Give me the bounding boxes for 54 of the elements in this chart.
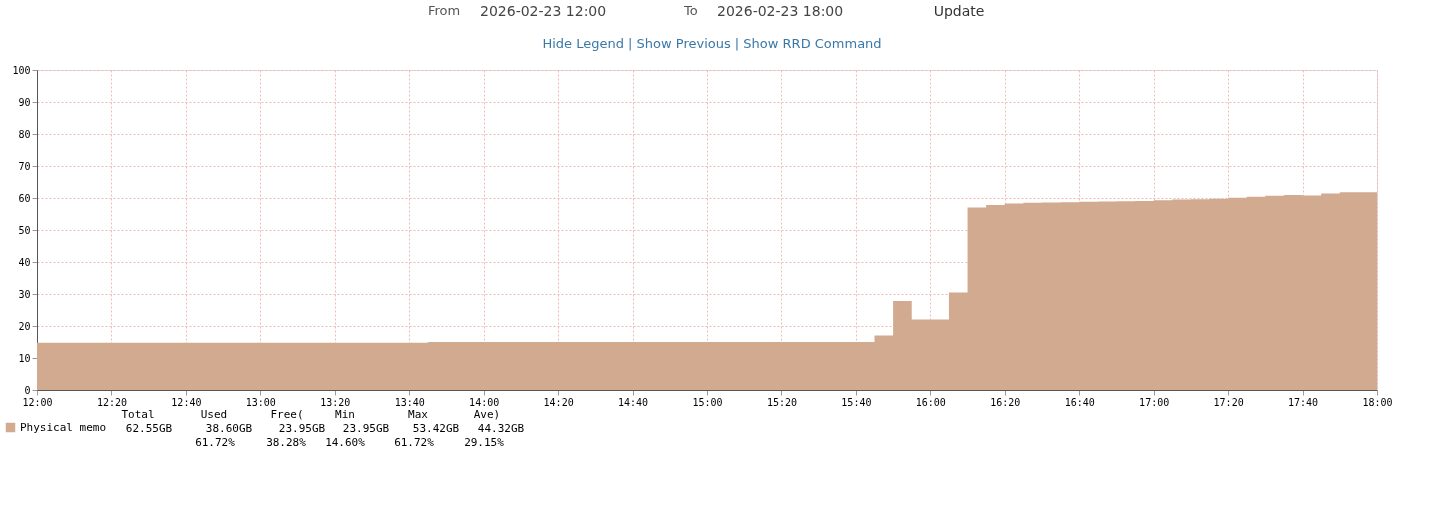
x-tick-label: 14:20 (543, 396, 574, 408)
text: Total (121, 408, 155, 421)
y-tick-label: 0 (24, 384, 31, 396)
x-tick-label: 13:00 (245, 396, 276, 408)
x-tick-label: 15:20 (766, 396, 797, 408)
text: 2026-02-23 12:00 (480, 3, 607, 19)
text: 61.72% (195, 436, 236, 449)
y-tick-label: 40 (18, 256, 31, 268)
text: Max (408, 408, 429, 421)
x-tick-label: 16:20 (990, 396, 1021, 408)
text: 62.55GB (125, 422, 173, 435)
y-tick-label: 60 (18, 192, 31, 204)
text: 38.28% (266, 436, 307, 449)
text: 2026-02-23 18:00 (717, 3, 844, 19)
x-tick-label: 16:00 (915, 396, 946, 408)
x-tick-label: 14:00 (469, 396, 500, 408)
y-tick-label: 80 (18, 128, 31, 140)
y-tick-label: 100 (12, 64, 31, 76)
x-tick-label: 15:40 (841, 396, 872, 408)
text: Update (933, 3, 985, 19)
text: Ave) (473, 408, 501, 421)
x-tick-label: 13:20 (320, 396, 351, 408)
y-tick-label: 20 (18, 320, 31, 332)
text: 23.95GB (342, 422, 390, 435)
text: 53.42GB (412, 422, 460, 435)
text: 44.32GB (477, 422, 525, 435)
y-tick-label: 90 (18, 96, 31, 108)
text: 29.15% (464, 436, 505, 449)
x-tick-label: 13:40 (394, 396, 425, 408)
text: 14.60% (325, 436, 366, 449)
text: Used (200, 408, 228, 421)
x-tick-label: 17:00 (1139, 396, 1170, 408)
x-tick-label: 14:40 (618, 396, 649, 408)
y-tick-label: 30 (18, 288, 31, 300)
x-tick-label: 16:40 (1064, 396, 1095, 408)
text: 23.95GB (278, 422, 326, 435)
y-tick-label: 50 (18, 224, 31, 236)
y-tick-label: 70 (18, 160, 31, 172)
text: 61.72% (394, 436, 435, 449)
y-tick-label: 10 (18, 352, 31, 364)
legend-label: Physical memo (20, 420, 107, 434)
x-tick-label: 12:20 (96, 396, 127, 408)
x-tick-label: 12:00 (22, 396, 53, 408)
x-tick-label: 17:20 (1213, 396, 1244, 408)
x-tick-label: 17:40 (1288, 396, 1319, 408)
text: Min (335, 408, 355, 421)
text: From (428, 3, 461, 18)
text: To (683, 3, 698, 18)
x-tick-label: 12:40 (171, 396, 202, 408)
text: 38.60GB (205, 422, 253, 435)
x-tick-label: 18:00 (1362, 396, 1393, 408)
x-tick-label: 15:00 (692, 396, 723, 408)
text: Hide Legend | Show Previous | Show RRD Command (542, 36, 882, 51)
text: Free( (270, 408, 304, 421)
